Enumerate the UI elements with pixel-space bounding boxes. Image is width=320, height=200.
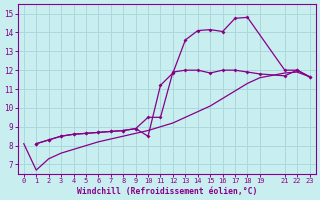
X-axis label: Windchill (Refroidissement éolien,°C): Windchill (Refroidissement éolien,°C) [76, 187, 257, 196]
